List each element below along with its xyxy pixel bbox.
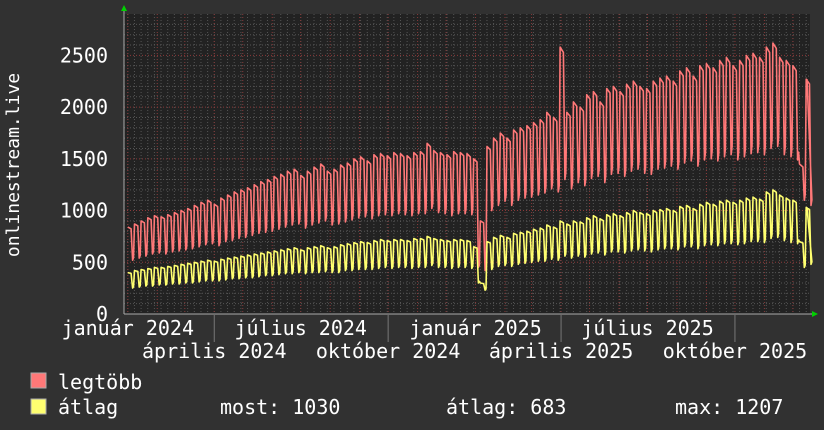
legend-swatch-atlag [30,398,47,415]
stat-atlag: átlag: 683 [446,395,566,419]
y-axis-label: onlinestream.live [3,73,24,257]
legend: legtöbb átlag most: 1030 átlag: 683 max:… [30,370,783,419]
legend-label-legtobb: legtöbb [58,370,142,394]
series-line-legtobb [127,42,813,272]
series-line-atlag [127,189,813,292]
y-tick-label: 2000 [60,95,108,119]
x-tick-label: január 2024 [62,316,194,340]
legend-label-atlag: átlag [58,395,118,419]
y-axis-arrow-icon [121,5,127,11]
y-tick-label: 0 [96,302,108,326]
legend-swatch-legtobb [30,372,47,389]
x-tick-label: január 2025 [409,316,541,340]
stat-max: max: 1207 [675,395,783,419]
series-lines [127,42,813,292]
axes [121,5,818,317]
y-tick-label: 500 [72,250,108,274]
x-tick-label: április 2024 [142,339,287,363]
x-tick-label: április 2025 [489,339,634,363]
x-tick-label: október 2024 [316,339,461,363]
x-axis-arrow-icon [812,311,818,317]
y-tick-label: 1500 [60,147,108,171]
y-tick-labels: 0 500 1000 1500 2000 2500 [60,43,108,326]
x-tick-label: július 2024 [234,316,366,340]
x-tick-label: július 2025 [581,316,713,340]
stat-most: most: 1030 [220,395,340,419]
x-tick-label: október 2025 [663,339,808,363]
y-tick-label: 1000 [60,199,108,223]
y-tick-label: 2500 [60,43,108,67]
